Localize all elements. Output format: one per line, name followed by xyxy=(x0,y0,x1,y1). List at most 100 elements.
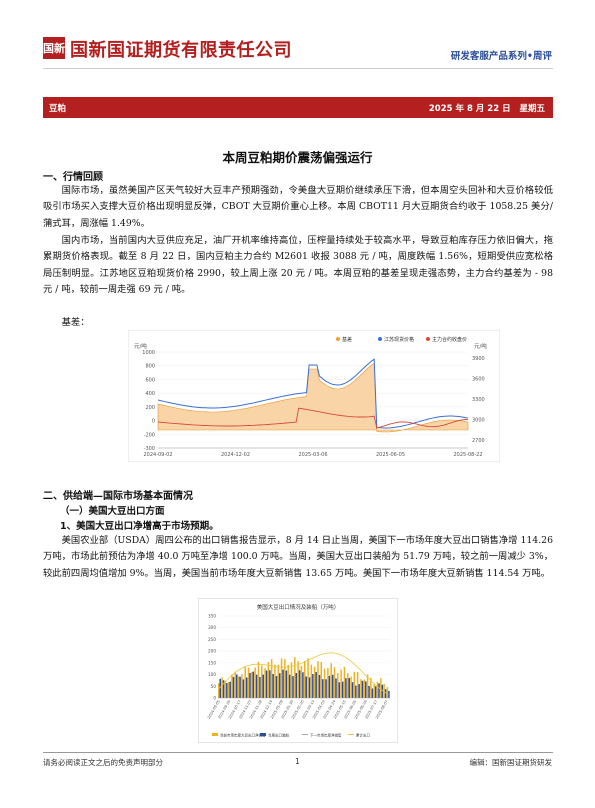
chart2-bar-shipments xyxy=(388,690,390,698)
chart2-ytick: 250 xyxy=(208,637,216,642)
chart2-bar-shipments xyxy=(279,673,281,698)
basis-label: 基差： xyxy=(61,317,90,328)
chart2-bar-net-sales xyxy=(290,662,293,698)
banner-weekday: 星期五 xyxy=(519,104,545,114)
chart2-bar-shipments xyxy=(305,676,307,698)
chart2-bar-net-sales xyxy=(313,666,316,698)
chart2-title: 美国大豆出口情况及装船（万吨） xyxy=(257,603,340,611)
chart1-xtick: 2025-08-22 xyxy=(453,452,482,458)
chart2-bars xyxy=(218,657,390,698)
chart2-legend-label: 累计出口 xyxy=(356,733,370,738)
chart1-ylabel-left: 元/吨 xyxy=(134,342,147,350)
chart2-ytick: 300 xyxy=(208,625,216,630)
chart2-bar-shipments xyxy=(308,677,311,698)
chart2-bar-net-sales xyxy=(383,683,385,698)
chart1-ytick-right: 3900 xyxy=(472,356,485,362)
chart2-bar-shipments xyxy=(298,670,301,698)
chart2-bar-net-sales xyxy=(376,681,379,698)
chart1-xtick: 2024-09-02 xyxy=(143,452,172,458)
chart2-bar-net-sales xyxy=(343,666,346,698)
chart2-bar-shipments xyxy=(219,678,221,698)
chart2-bar-net-sales xyxy=(280,658,283,698)
intl-market-paragraph: 国际市场，虽然美国产区天气较好大豆丰产预期强劲，令美盘大豆期价继续承压下滑，但本… xyxy=(43,185,553,229)
chart2-bar-net-sales xyxy=(227,681,230,698)
chart2-bar-shipments xyxy=(331,674,334,698)
chart2-bar-net-sales xyxy=(310,664,313,698)
chart1-ytick-right: 3000 xyxy=(472,418,485,424)
chart1-ytick-right: 3600 xyxy=(472,377,485,383)
chart1-xaxis: 2024-09-02 2024-12-02 2025-03-06 2025-06-05… xyxy=(143,447,483,458)
chart2-bar-net-sales xyxy=(307,658,309,698)
section-market-review-heading: 一、行情回顾 xyxy=(43,172,103,183)
chart1-legend-marker xyxy=(336,337,340,341)
chart2-bar-net-sales xyxy=(330,663,332,698)
chart1-legend-marker xyxy=(378,337,382,341)
section-supply-heading: 二、供给端—国际市场基本面情况 xyxy=(43,491,193,502)
chart2-bar-shipments xyxy=(295,673,298,698)
us-export-paragraph: 美国农业部（USDA）周四公布的出口销售报告显示，8 月 14 日止当周，美国下… xyxy=(43,535,553,579)
chart2-bar-net-sales xyxy=(360,679,362,698)
chart2-bar-shipments xyxy=(288,674,291,698)
chart2-bar-net-sales xyxy=(327,667,329,698)
chart2-bar-shipments xyxy=(269,670,271,698)
chart2-bar-shipments xyxy=(275,675,278,698)
spot-price-line xyxy=(157,358,469,429)
chart2-ytick: 350 xyxy=(208,614,216,619)
report-series: 研发客服产品系列•周评 xyxy=(450,51,552,62)
footer-editor: 编辑：国新国证期货研发 xyxy=(469,758,553,767)
chart2-bar-shipments xyxy=(262,674,264,698)
chart2-bar-net-sales xyxy=(267,661,270,698)
chart2-legend-label: 下一市场年度净销售 xyxy=(310,733,342,738)
chart1-ytick-left: 800 xyxy=(145,364,155,370)
chart2-bar-shipments xyxy=(322,679,324,698)
chart2-bar-net-sales xyxy=(323,668,326,698)
chart2-bar-net-sales xyxy=(224,680,227,698)
chart2-bar-net-sales xyxy=(356,671,359,698)
chart2-bar-shipments xyxy=(315,672,317,698)
chart2-bar-net-sales xyxy=(277,664,280,698)
company-name: 国新国证期货有限责任公司 xyxy=(70,40,292,61)
chart2-bar-net-sales xyxy=(317,661,319,698)
chart2-bar-shipments xyxy=(242,679,245,698)
chart2-bar-shipments xyxy=(365,681,367,698)
chart2-legend-swatch xyxy=(260,733,266,736)
chart2-bar-net-sales xyxy=(347,673,349,698)
chart2-bar-shipments xyxy=(272,674,274,698)
chart2-bar-shipments xyxy=(282,669,284,698)
chart2-bar-net-sales xyxy=(350,676,352,698)
chart2-bar-net-sales xyxy=(244,666,246,698)
chart2-bar-net-sales xyxy=(234,671,237,698)
chart1-ytick-left: 200 xyxy=(145,405,155,411)
header-divider xyxy=(43,68,553,69)
chart2-bar-shipments xyxy=(328,675,331,698)
chart2-bar-shipments xyxy=(229,681,231,698)
company-logo: 国新 xyxy=(43,37,65,59)
chart1-yaxis-right: 2700 3000 3300 3600 3900 xyxy=(472,356,485,444)
chart2-bar-net-sales xyxy=(284,659,286,698)
chart1-ytick-left: 1000 xyxy=(142,350,155,356)
chart2-bar-shipments xyxy=(318,674,321,698)
chart1-ytick-left: -300 xyxy=(144,446,155,452)
chart2-legend-label: 当周出口装船 xyxy=(268,733,289,738)
chart2-bar-net-sales xyxy=(297,661,299,698)
chart2-ytick: 200 xyxy=(208,649,216,654)
chart2-bar-shipments xyxy=(265,670,268,698)
chart2-bar-net-sales xyxy=(386,687,389,698)
footer-divider xyxy=(43,752,553,753)
chart2-bar-shipments xyxy=(361,680,364,698)
chart2-bar-shipments xyxy=(312,674,314,698)
chart2-bar-shipments xyxy=(348,678,350,698)
basis-chart: 基差 江苏现货价格 主力合约收盘价 元/吨 元/吨 -300 -200 0 200 400 6… xyxy=(128,330,500,462)
chart2-bar-net-sales xyxy=(366,674,369,698)
chart2-bar-net-sales xyxy=(304,661,306,698)
chart2-bar-shipments xyxy=(384,689,387,698)
chart2-bar-shipments xyxy=(338,682,341,698)
chart2-bar-shipments xyxy=(355,685,357,698)
chart1-xtick: 2025-03-06 xyxy=(298,452,327,458)
cumulative-export-line xyxy=(217,652,387,694)
chart2-bar-net-sales xyxy=(254,667,256,698)
chart1-legend-marker xyxy=(426,337,430,341)
chart1-ytick-left: 600 xyxy=(145,377,155,383)
chart2-bar-shipments xyxy=(222,680,225,698)
chart2-bar-net-sales xyxy=(300,665,303,698)
